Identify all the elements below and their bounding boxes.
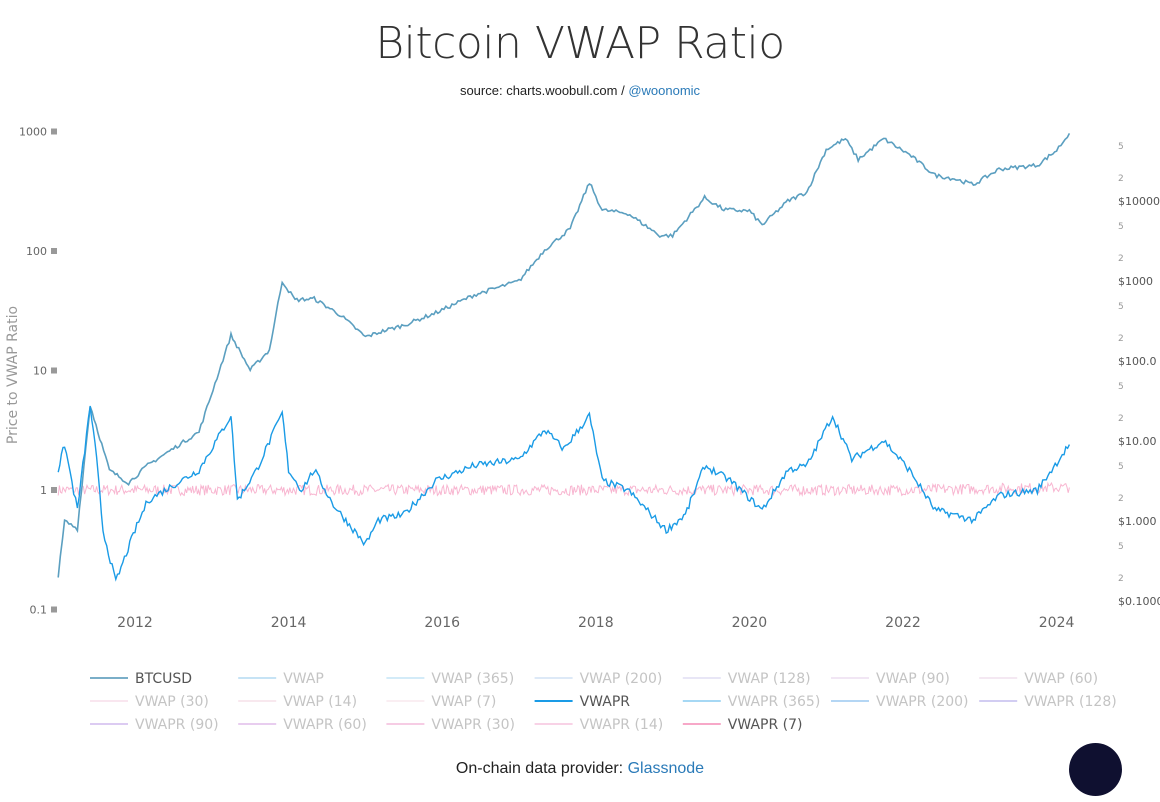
y-axis-label: Price to VWAP Ratio — [5, 306, 21, 444]
y-tick-mark — [51, 128, 57, 135]
legend-item[interactable]: VWAP — [283, 671, 324, 687]
y-tick-label: 100 — [26, 245, 47, 258]
x-tick-label: 2022 — [885, 615, 921, 631]
legend-item[interactable]: VWAPR (128) — [1024, 694, 1117, 710]
y2-tick-label: $10.00 — [1118, 435, 1157, 448]
chart-title: Bitcoin VWAP Ratio — [375, 18, 785, 69]
x-tick-label: 2012 — [117, 615, 153, 631]
author-link[interactable]: @woonomic — [628, 83, 701, 98]
y2-tick-label: 2 — [1118, 574, 1124, 584]
legend-item[interactable]: VWAPR — [580, 694, 631, 710]
chart-subtitle: source: charts.woobull.com / @woonomic — [0, 83, 1160, 98]
y2-tick-label: 5 — [1118, 462, 1124, 472]
y-tick-mark — [51, 248, 57, 254]
y2-tick-label: 2 — [1118, 254, 1124, 264]
y2-tick-label: 5 — [1118, 302, 1124, 312]
y2-tick-label: 5 — [1118, 222, 1124, 232]
y2-tick-label: 2 — [1118, 414, 1124, 424]
series-line-btcusd — [57, 133, 1071, 578]
legend-item[interactable]: VWAPR (365) — [728, 694, 821, 710]
source-text: source: charts.woobull.com / — [459, 83, 629, 98]
legend-item[interactable]: VWAPR (7) — [728, 717, 803, 733]
series-line-vwapr — [57, 405, 1071, 582]
legend-item[interactable]: VWAP (200) — [580, 671, 663, 687]
y2-tick-label: $100.0 — [1118, 355, 1157, 368]
legend-item[interactable]: VWAP (90) — [876, 671, 950, 687]
footer-text: On-chain data provider: — [455, 760, 628, 777]
legend-item[interactable]: VWAP (60) — [1024, 671, 1098, 687]
y-tick-label: 10 — [33, 365, 47, 378]
y-tick-label: 1 — [40, 484, 47, 497]
legend-item[interactable]: VWAP (7) — [431, 694, 496, 710]
y-tick-mark — [51, 606, 57, 613]
x-tick-label: 2020 — [732, 615, 768, 631]
legend-item[interactable]: VWAP (128) — [728, 671, 811, 687]
y2-tick-label: $1000 — [1118, 275, 1153, 288]
x-tick-label: 2018 — [578, 615, 614, 631]
legend-item[interactable]: VWAP (365) — [431, 671, 514, 687]
legend-item[interactable]: VWAPR (90) — [135, 717, 219, 733]
legend-item[interactable]: VWAPR (30) — [431, 717, 515, 733]
glassnode-link[interactable]: Glassnode — [627, 760, 705, 777]
legend-item[interactable]: BTCUSD — [135, 671, 192, 687]
legend-item[interactable]: VWAPR (60) — [283, 717, 367, 733]
y-tick-label: 1000 — [19, 126, 47, 139]
legend-item[interactable]: VWAPR (14) — [580, 717, 664, 733]
y2-tick-label: 5 — [1118, 142, 1124, 152]
legend-item[interactable]: VWAP (14) — [283, 694, 357, 710]
y2-tick-label: 5 — [1118, 542, 1124, 552]
y-tick-mark — [51, 487, 57, 493]
legend-item[interactable]: VWAPR (200) — [876, 694, 969, 710]
y2-tick-label: 2 — [1118, 174, 1124, 184]
y2-tick-label: $0.1000 — [1118, 595, 1160, 608]
footer: On-chain data provider: Glassnode — [0, 760, 1160, 778]
y2-tick-label: 2 — [1118, 334, 1124, 344]
y2-tick-label: 5 — [1118, 382, 1124, 392]
y-tick-label: 0.1 — [30, 604, 48, 617]
y-tick-mark — [51, 367, 57, 374]
x-tick-label: 2016 — [424, 615, 460, 631]
x-tick-label: 2024 — [1039, 615, 1075, 631]
series-line-vwapr-7 — [57, 481, 1070, 497]
y2-tick-label: $10000 — [1118, 195, 1160, 208]
x-tick-label: 2014 — [271, 615, 307, 631]
chat-bubble-button[interactable] — [1069, 743, 1122, 796]
y2-tick-label: 2 — [1118, 494, 1124, 504]
y2-tick-label: $1.000 — [1118, 515, 1157, 528]
legend-item[interactable]: VWAP (30) — [135, 694, 209, 710]
